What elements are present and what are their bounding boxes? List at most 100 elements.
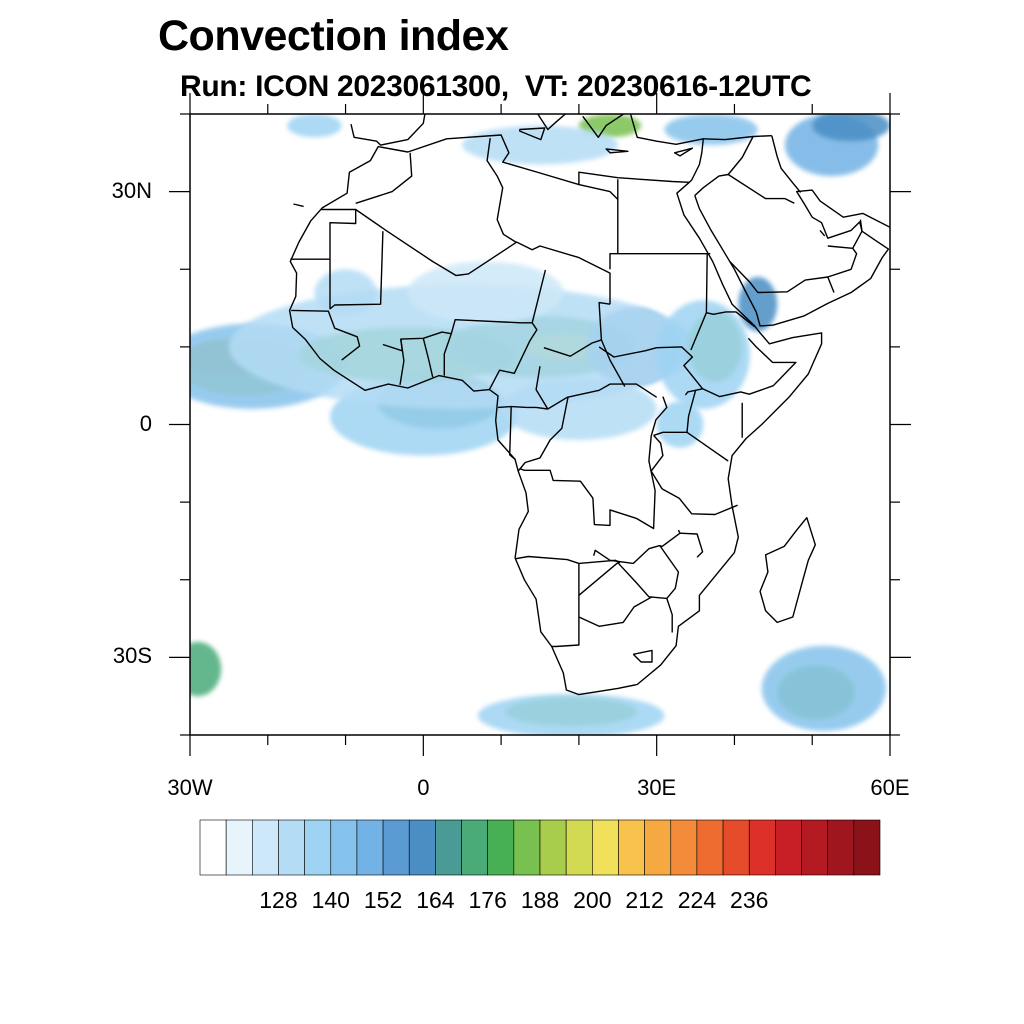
convection-indian-ocean-halo <box>761 645 887 732</box>
lon-label: 30W <box>167 775 213 800</box>
border-7 <box>291 309 361 361</box>
colorbar-swatch <box>748 819 776 876</box>
convection-yemen-asir <box>738 277 778 332</box>
border-27 <box>686 431 729 462</box>
colorbar-swatch <box>801 819 828 876</box>
lat-label: 0 <box>139 410 152 436</box>
border-23 <box>509 406 516 460</box>
border-38 <box>729 245 858 294</box>
border-46 <box>578 183 619 200</box>
colorbar-swatch <box>435 819 462 876</box>
colorbar-label: 164 <box>416 887 455 913</box>
border-22 <box>511 405 548 410</box>
colorbar-swatch <box>408 819 436 876</box>
border-12 <box>488 322 538 390</box>
border-42 <box>703 135 754 141</box>
border-21 <box>497 405 512 409</box>
colorbar-swatch <box>565 819 593 876</box>
colorbar-swatch <box>539 819 567 876</box>
border-0 <box>290 208 357 260</box>
lon-label: 30E <box>637 775 677 800</box>
border-19 <box>702 337 797 398</box>
colorbar-swatch <box>513 819 541 876</box>
border-24 <box>517 397 569 472</box>
convection-west-sahara <box>314 269 377 316</box>
convection-caspian <box>812 114 890 142</box>
border-13 <box>535 366 658 410</box>
colorbar-swatch <box>461 819 488 876</box>
madagascar-coastline <box>759 517 816 624</box>
colorbar <box>199 819 881 876</box>
colorbar-swatch <box>618 819 645 876</box>
border-32 <box>578 562 667 600</box>
lon-label: 0 <box>417 775 430 800</box>
convection-central-sahara <box>407 261 564 324</box>
border-1 <box>355 208 611 305</box>
mediterranean-north <box>350 114 567 146</box>
border-31 <box>551 563 580 648</box>
colorbar-swatch <box>827 819 855 876</box>
convection-ethiopia-halo <box>656 300 750 409</box>
border-29 <box>593 529 681 565</box>
colorbar-swatch <box>225 819 253 876</box>
border-5 <box>609 253 618 270</box>
colorbar-label: 152 <box>363 887 403 913</box>
border-43 <box>771 135 802 193</box>
border-11 <box>443 333 452 376</box>
canary-islands <box>293 203 304 208</box>
border-39 <box>827 276 835 293</box>
colorbar-label: 140 <box>311 887 350 913</box>
colorbar-label: 224 <box>677 887 717 913</box>
border-30 <box>514 555 621 565</box>
border-35 <box>666 598 673 633</box>
colorbar-swatch <box>356 819 384 876</box>
colorbar-label: 188 <box>520 887 560 913</box>
colorbar-label: 212 <box>625 887 664 913</box>
convection-lake-victoria <box>656 401 704 448</box>
cyprus <box>673 147 694 157</box>
colorbar-label: 176 <box>468 887 507 913</box>
convection-south-atlantic-west <box>190 641 222 697</box>
colorbar-swatch <box>775 819 802 876</box>
colorbar-label: 128 <box>259 887 298 913</box>
chart-subtitle: Run: ICON 2023061300, VT: 20230616-12UTC <box>180 70 812 103</box>
chart-title: Convection index <box>158 12 509 60</box>
arabia-coastline <box>694 189 890 327</box>
lat-label: 30S <box>112 643 152 669</box>
colorbar-swatch <box>696 819 724 876</box>
turkey-levant <box>582 114 704 183</box>
border-14 <box>543 339 626 387</box>
border-33 <box>578 596 653 627</box>
convection-southern-ocean-halo <box>477 693 665 735</box>
colorbar-swatch <box>722 819 750 876</box>
colorbar-swatch <box>853 819 881 876</box>
border-9 <box>399 339 405 386</box>
border-6 <box>329 231 384 310</box>
colorbar-swatch <box>199 819 227 876</box>
border-3 <box>486 138 517 243</box>
border-34 <box>659 545 680 599</box>
border-45 <box>819 229 826 237</box>
crete <box>605 148 629 154</box>
convection-north-atlantic <box>287 114 342 138</box>
colorbar-swatch <box>252 819 279 876</box>
colorbar-swatch <box>330 819 358 876</box>
border-41 <box>727 135 772 175</box>
colorbar-label: 200 <box>573 887 612 913</box>
africa-coastline <box>288 134 823 696</box>
convection-congo-basin <box>501 377 657 441</box>
border-44 <box>852 219 863 249</box>
lat-label: 30N <box>111 177 152 203</box>
colorbar-swatch <box>278 819 305 876</box>
axis-ticks <box>169 93 911 756</box>
border-36 <box>679 532 704 558</box>
colorbar-swatch <box>644 819 672 876</box>
colorbar-swatch <box>382 819 410 876</box>
convection-levant-turkey <box>664 114 758 146</box>
colorbar-label: 236 <box>730 887 769 913</box>
lon-label: 60E <box>870 775 910 800</box>
border-18 <box>705 253 708 313</box>
border-28 <box>650 434 738 516</box>
border-17 <box>690 311 756 351</box>
